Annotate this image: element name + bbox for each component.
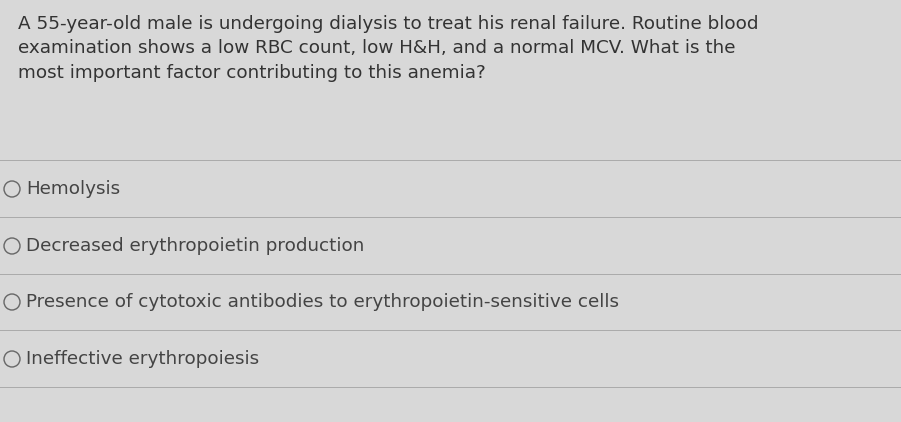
Text: A 55-year-old male is undergoing dialysis to treat his renal failure. Routine bl: A 55-year-old male is undergoing dialysi… <box>18 15 759 81</box>
Point <box>5 186 19 192</box>
Point <box>5 356 19 362</box>
Point <box>5 243 19 249</box>
Text: Presence of cytotoxic antibodies to erythropoietin-sensitive cells: Presence of cytotoxic antibodies to eryt… <box>26 293 619 311</box>
Text: Ineffective erythropoiesis: Ineffective erythropoiesis <box>26 350 259 368</box>
Point <box>5 299 19 306</box>
Text: Decreased erythropoietin production: Decreased erythropoietin production <box>26 237 364 255</box>
Text: Hemolysis: Hemolysis <box>26 180 120 198</box>
